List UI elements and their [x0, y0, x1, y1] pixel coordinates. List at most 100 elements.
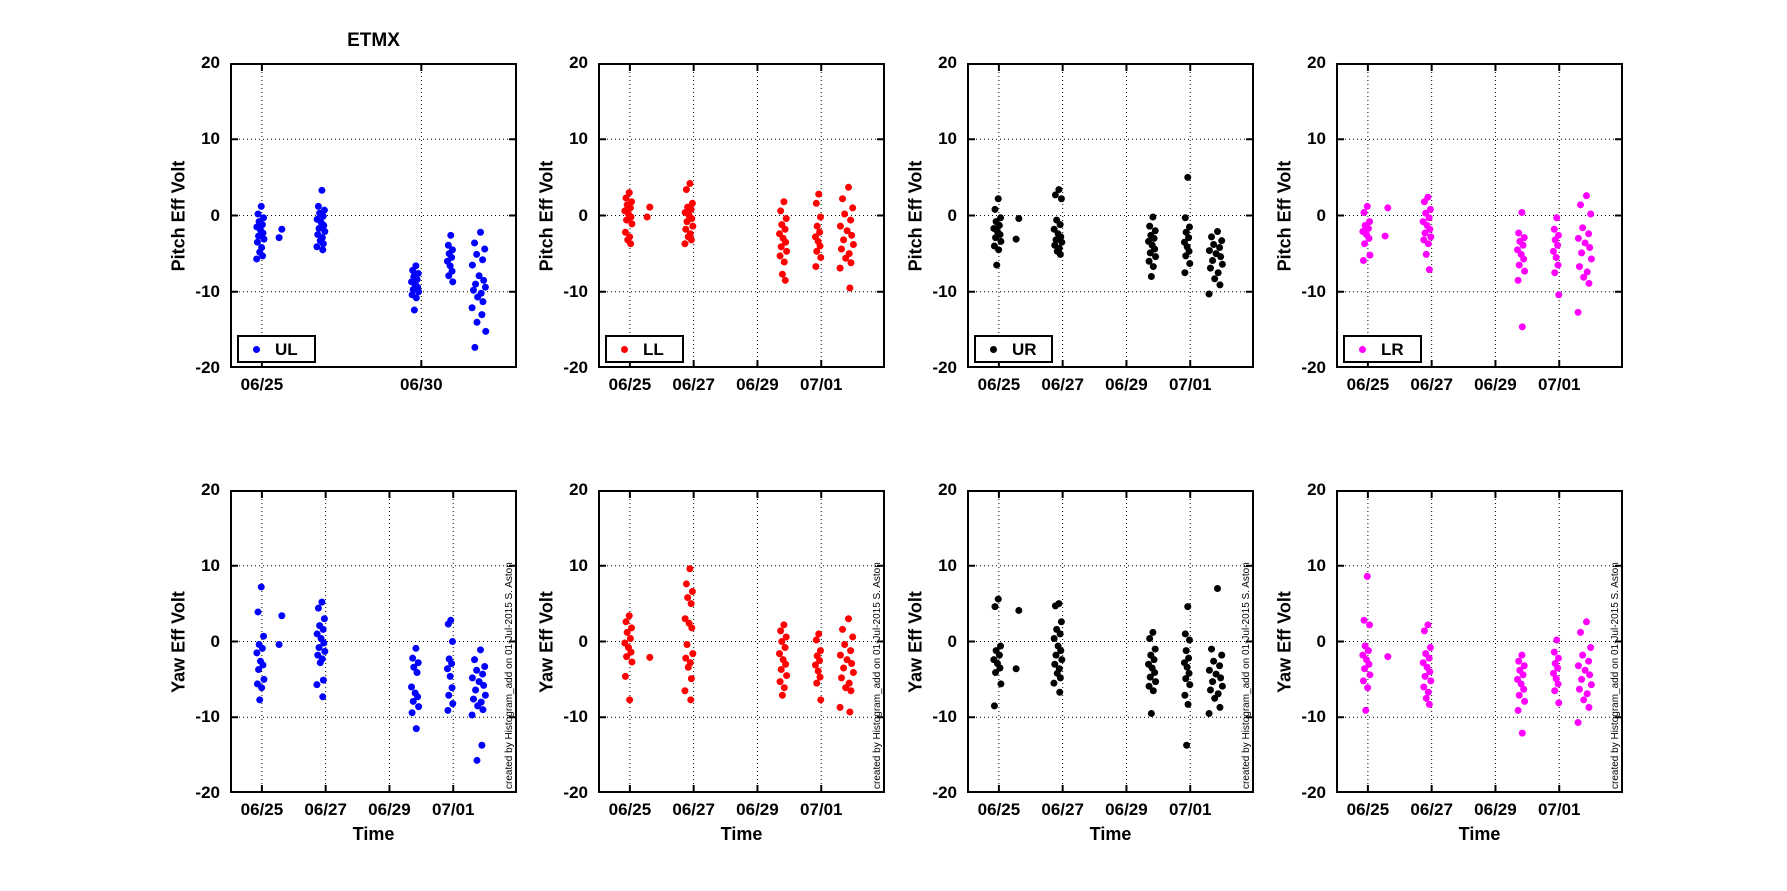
y-tick-label: 0 [947, 631, 957, 651]
data-point-yaw-ul [472, 686, 480, 694]
data-point-yaw-lr [1582, 618, 1590, 626]
x-tick-label: 06/27 [672, 800, 715, 819]
data-point-yaw-ll [686, 565, 694, 573]
subplot-yaw-ur: 06/25 06/27 06/29 07/01 20 10 0 -10 -20 Yaw Eff V… [906, 480, 1254, 844]
data-point-pitch-ll [625, 189, 633, 197]
data-point-pitch-lr [1515, 261, 1523, 269]
data-point-pitch-ul [472, 280, 480, 288]
data-point-yaw-ul [410, 663, 418, 671]
y-tick-label: 10 [938, 129, 957, 149]
data-point-yaw-ll [782, 660, 790, 668]
data-point-pitch-ul [321, 228, 329, 236]
data-point-pitch-lr [1553, 214, 1561, 222]
data-point-pitch-ll [816, 242, 824, 250]
data-point-pitch-ul [480, 276, 488, 284]
data-point-yaw-ul [412, 644, 420, 652]
x-tick-label: 06/27 [1410, 375, 1453, 394]
data-point-pitch-ul [482, 327, 490, 335]
data-point-yaw-ur [1051, 602, 1059, 610]
data-point-pitch-ll [628, 220, 636, 228]
legend-label: LL [643, 339, 664, 359]
data-point-pitch-ll [777, 243, 785, 251]
y-tick-label: -10 [1301, 707, 1326, 727]
data-point-pitch-lr [1555, 291, 1563, 299]
data-point-yaw-ul [414, 659, 422, 667]
data-point-pitch-ll [778, 270, 786, 278]
data-point-yaw-lr [1521, 697, 1529, 705]
data-point-yaw-ll [778, 638, 786, 645]
data-point-pitch-ul [479, 256, 487, 264]
data-point-pitch-lr [1366, 251, 1374, 259]
legend-label: UL [275, 339, 298, 359]
data-point-yaw-ul [480, 681, 488, 689]
data-point-pitch-lr [1425, 214, 1433, 222]
data-point-yaw-lr [1421, 672, 1429, 680]
data-point-yaw-lr [1574, 719, 1582, 727]
data-point-yaw-ll [780, 684, 788, 692]
data-point-yaw-ul [449, 700, 457, 708]
data-point-pitch-ur [993, 261, 1001, 269]
x-tick-label: 06/29 [1474, 375, 1517, 394]
data-point-pitch-ur [1186, 260, 1194, 268]
data-point-pitch-lr [1578, 249, 1586, 257]
x-axis-label: Time [352, 824, 395, 844]
data-point-pitch-ll [836, 264, 844, 272]
data-point-yaw-ll [842, 684, 850, 692]
data-point-yaw-ul [313, 681, 321, 689]
y-axis-label-wrap: Pitch Eff Volt [537, 63, 557, 368]
data-point-yaw-lr [1585, 703, 1593, 711]
y-tick-label: -20 [1301, 783, 1326, 802]
data-point-pitch-ll [782, 215, 790, 223]
y-axis-label-wrap: Pitch Eff Volt [1275, 63, 1295, 368]
data-point-pitch-ul [255, 232, 263, 240]
data-point-pitch-ur [992, 234, 1000, 242]
data-point-pitch-ul [473, 250, 481, 258]
data-point-pitch-ll [842, 254, 850, 262]
data-point-yaw-ul [315, 644, 323, 652]
data-point-yaw-ur [1057, 618, 1065, 626]
data-point-pitch-lr [1583, 268, 1591, 276]
data-point-pitch-ll [840, 236, 848, 244]
data-point-yaw-lr [1580, 696, 1588, 704]
figure-title: ETMX [347, 30, 400, 51]
data-point-yaw-ul [473, 666, 481, 674]
data-point-yaw-ur [996, 664, 1004, 672]
data-point-yaw-ul [319, 625, 327, 633]
data-point-pitch-ur [1149, 213, 1157, 221]
data-point-pitch-ll [687, 236, 695, 244]
data-point-pitch-ul [313, 243, 321, 251]
data-point-pitch-ur [1185, 234, 1193, 242]
data-point-yaw-lr [1585, 657, 1593, 665]
data-point-yaw-ll [781, 644, 789, 652]
data-point-pitch-ll [683, 218, 691, 226]
data-point-yaw-lr [1517, 680, 1525, 688]
x-tick-label: 06/27 [672, 375, 715, 394]
y-tick-label: -10 [563, 707, 588, 727]
data-point-yaw-ul [448, 684, 456, 692]
y-tick-label: 20 [569, 53, 588, 72]
y-tick-label: -20 [563, 358, 588, 377]
x-tick-label: 07/01 [1537, 800, 1581, 819]
data-point-yaw-ul [448, 659, 456, 667]
data-point-yaw-ll [777, 627, 785, 635]
data-point-pitch-ul [315, 224, 323, 232]
data-point-yaw-ll [780, 621, 788, 629]
data-point-yaw-ll [814, 667, 822, 675]
data-point-yaw-lr [1364, 684, 1372, 692]
data-point-pitch-ul [409, 285, 417, 293]
data-point-yaw-ur [1152, 678, 1160, 686]
data-point-yaw-lr [1554, 664, 1562, 672]
data-point-yaw-ll [684, 594, 692, 602]
data-point-pitch-ul [253, 255, 261, 263]
data-point-yaw-ul [255, 666, 263, 674]
data-point-pitch-ul [468, 304, 476, 312]
data-point-pitch-ll [812, 199, 820, 207]
plot-area-yaw-ll [598, 490, 885, 793]
x-tick-label: 06/29 [1474, 800, 1517, 819]
data-point-yaw-ur [1151, 645, 1159, 653]
x-tick-label: 07/01 [1537, 375, 1581, 394]
data-point-pitch-ul [449, 278, 457, 286]
data-point-yaw-lr [1518, 729, 1526, 737]
y-tick-label: 0 [947, 205, 957, 225]
data-point-pitch-ur [1218, 237, 1226, 245]
